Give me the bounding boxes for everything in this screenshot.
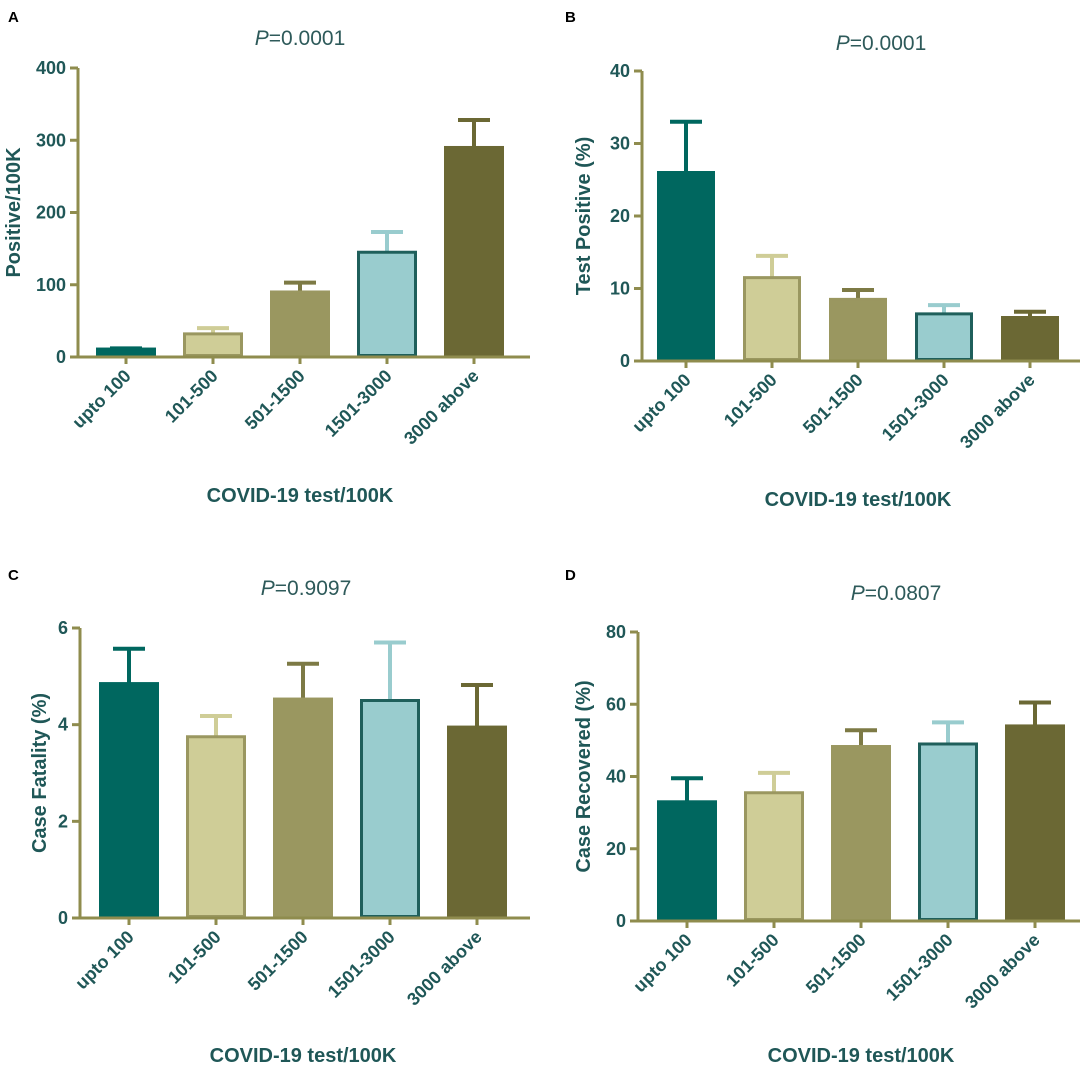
bar-3000-above	[447, 725, 507, 918]
bar-3000-above	[1005, 724, 1065, 921]
p-value: =0.9097	[275, 577, 352, 600]
x-tick-label: 501-1500	[244, 927, 312, 995]
bar-101-500	[744, 791, 804, 921]
panel-letter: A	[8, 9, 19, 26]
y-tick-label: 60	[606, 694, 626, 714]
bar-101-500	[183, 332, 243, 358]
p-value: =0.0001	[269, 27, 346, 50]
y-tick-label: 10	[610, 279, 630, 299]
x-tick-label: 501-1500	[799, 370, 867, 438]
x-tick-label: 1501-3000	[324, 927, 399, 1002]
x-tick-label: upto 100	[68, 366, 134, 432]
x-tick-label: 101-500	[161, 366, 222, 427]
bar-1501-3000	[357, 250, 417, 357]
bar-3000-above	[444, 145, 504, 357]
x-tick-label: 3000 above	[400, 366, 483, 449]
p-value-title: P=0.9097	[261, 577, 352, 600]
y-tick-label: 6	[58, 618, 68, 638]
x-axis-label: COVID-19 test/100K	[765, 489, 952, 511]
x-tick-label: 1501-3000	[882, 930, 957, 1005]
y-tick-label: 200	[36, 203, 66, 223]
x-tick-label: 3000 above	[403, 927, 486, 1010]
chart-panel-b: B P=0.0001 upto 100 101-500 501-1500 1501-300…	[565, 9, 1080, 511]
p-value-title: P=0.0001	[836, 32, 927, 55]
bar-upto-100	[99, 682, 159, 918]
bar-upto-100	[96, 347, 156, 357]
bar-upto-100	[657, 800, 717, 921]
x-tick-label: 3000 above	[956, 370, 1039, 453]
chart-panel-c: C P=0.9097 upto 100 101-500 501-1500 1501-300…	[8, 567, 530, 1067]
y-tick-label: 0	[616, 911, 626, 931]
x-tick-label: upto 100	[629, 930, 695, 996]
y-tick-label: 300	[36, 130, 66, 150]
y-tick-label: 0	[620, 351, 630, 371]
y-tick-label: 20	[610, 206, 630, 226]
p-symbol: P	[851, 582, 865, 605]
y-tick-label: 0	[58, 908, 68, 928]
x-axis-label: COVID-19 test/100K	[207, 485, 394, 507]
bar-101-500	[743, 276, 801, 361]
bar-501-1500	[270, 290, 330, 358]
bar-1501-3000	[918, 742, 978, 921]
x-tick-label: 101-500	[722, 930, 783, 991]
panel-letter: D	[565, 567, 576, 584]
x-tick-label: 101-500	[164, 927, 225, 988]
p-value-title: P=0.0001	[255, 27, 346, 50]
x-tick-label: 1501-3000	[321, 366, 396, 441]
x-axis-label: COVID-19 test/100K	[210, 1045, 397, 1067]
bar-501-1500	[829, 297, 887, 361]
bar-upto-100	[657, 171, 715, 361]
chart-panel-a: A P=0.0001 upto 100 101-500 501-1500 1501-300…	[3, 9, 530, 507]
p-value-title: P=0.0807	[851, 582, 942, 605]
x-tick-label: upto 100	[628, 370, 694, 436]
chart-panel-d: D P=0.0807 upto 100 101-500 501-1500 1501-300…	[565, 567, 1080, 1067]
x-tick-label: upto 100	[71, 927, 137, 993]
p-value: =0.0001	[850, 32, 927, 55]
x-tick-label: 501-1500	[802, 930, 870, 998]
y-tick-label: 80	[606, 622, 626, 642]
y-tick-label: 40	[610, 61, 630, 81]
bar-501-1500	[831, 745, 891, 921]
y-tick-label: 100	[36, 275, 66, 295]
y-tick-label: 20	[606, 839, 626, 859]
y-axis-label: Positive/100K	[3, 147, 25, 278]
y-tick-label: 30	[610, 134, 630, 154]
bar-3000-above	[1001, 316, 1059, 361]
x-tick-label: 1501-3000	[878, 370, 953, 445]
y-tick-label: 40	[606, 767, 626, 787]
y-tick-label: 0	[56, 347, 66, 367]
x-tick-label: 101-500	[720, 370, 781, 431]
y-tick-label: 400	[36, 58, 66, 78]
bar-101-500	[186, 735, 246, 918]
panel-letter: C	[8, 567, 19, 584]
bar-501-1500	[273, 697, 333, 918]
y-axis-label: Case Fatality (%)	[29, 693, 51, 853]
p-symbol: P	[836, 32, 850, 55]
bar-1501-3000	[360, 699, 420, 918]
y-tick-label: 2	[58, 811, 68, 831]
x-tick-label: 501-1500	[241, 366, 309, 434]
y-axis-label: Case Recovered (%)	[573, 680, 595, 872]
panel-letter: B	[565, 9, 576, 26]
bar-1501-3000	[915, 312, 973, 361]
y-tick-label: 4	[58, 715, 68, 735]
x-axis-label: COVID-19 test/100K	[768, 1045, 955, 1067]
x-tick-label: 3000 above	[961, 930, 1044, 1013]
p-value: =0.0807	[865, 582, 942, 605]
y-axis-label: Test Positive (%)	[573, 137, 595, 296]
p-symbol: P	[261, 577, 275, 600]
p-symbol: P	[255, 27, 269, 50]
